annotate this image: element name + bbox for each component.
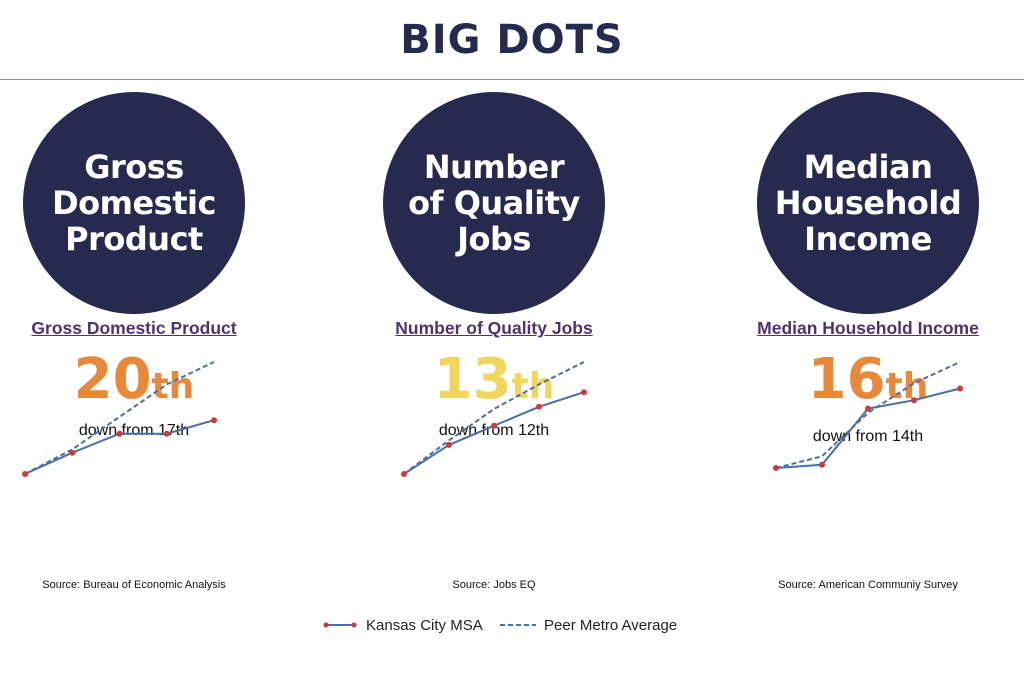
data-point-kc (401, 471, 407, 477)
data-point-kc (957, 385, 963, 392)
sparkline-jobs (401, 361, 587, 477)
legend-label-peer: Peer Metro Average (544, 616, 678, 634)
series-line-peer (403, 361, 585, 475)
rank-jobs: 13th (344, 348, 644, 425)
rank-income: 16th (718, 348, 1018, 425)
metric-link-income[interactable]: Median Household Income (757, 318, 979, 338)
page-title: BIG DOTS (400, 17, 624, 63)
source-note: Source: Bureau of Economic Analysis (42, 579, 226, 591)
rank-suffix: th (511, 366, 555, 407)
data-point-kc (69, 449, 76, 456)
dot-label: Number of Quality Jobs (408, 148, 580, 258)
legend-label-kc: Kansas City MSA (366, 616, 483, 634)
sparkline-income (773, 361, 963, 471)
data-point-kc (22, 471, 28, 477)
data-point-kc (163, 430, 170, 437)
metric-link-gdp[interactable]: Gross Domestic Product (31, 318, 237, 338)
big-dot-gdp: Gross Domestic Product (23, 92, 245, 314)
rank-suffix: th (885, 366, 929, 407)
data-point-kc (446, 441, 452, 448)
legend-item-kc: Kansas City MSA (320, 613, 483, 637)
dot-label: Median Household Income (774, 148, 962, 258)
legend-swatch-kc (323, 622, 357, 628)
series-line-peer (24, 361, 215, 475)
sparkline-gdp (22, 361, 217, 477)
legend: Kansas City MSA Peer Metro Average (320, 613, 720, 637)
rank-number: 16 (807, 347, 886, 412)
data-point-kc (116, 430, 123, 437)
metric-link-jobs[interactable]: Number of Quality Jobs (395, 318, 593, 338)
data-point-kc (581, 389, 587, 396)
big-dot-jobs: Number of Quality Jobs (383, 92, 605, 314)
legend-swatch-peer (500, 624, 536, 626)
data-point-kc (911, 397, 917, 404)
panel-income: Median Household Income Median Household… (718, 92, 1018, 612)
data-point-kc (773, 465, 779, 471)
rank-suffix: th (151, 366, 195, 407)
source-note: Source: Jobs EQ (452, 579, 536, 591)
rank-number: 20 (73, 347, 152, 412)
header-divider (0, 79, 1024, 80)
rank-change: down from 17th (78, 422, 190, 439)
rank-gdp: 20th (0, 348, 284, 425)
data-point-kc (536, 403, 542, 410)
data-point-kc (865, 405, 871, 412)
panel-gdp: Gross Domestic Product Gross Domestic Pr… (0, 92, 284, 612)
data-point-kc (819, 461, 825, 468)
rank-change: down from 12th (438, 422, 550, 439)
rank-number: 13 (433, 347, 512, 412)
dot-label: Gross Domestic Product (52, 148, 216, 258)
data-point-kc (211, 417, 217, 424)
source-note: Source: American Communiy Survey (778, 579, 958, 591)
big-dot-income: Median Household Income (757, 92, 979, 314)
data-point-kc (491, 422, 497, 429)
panel-jobs: Number of Quality Jobs Number of Quality… (344, 92, 644, 612)
legend-item-peer: Peer Metro Average (498, 613, 677, 637)
